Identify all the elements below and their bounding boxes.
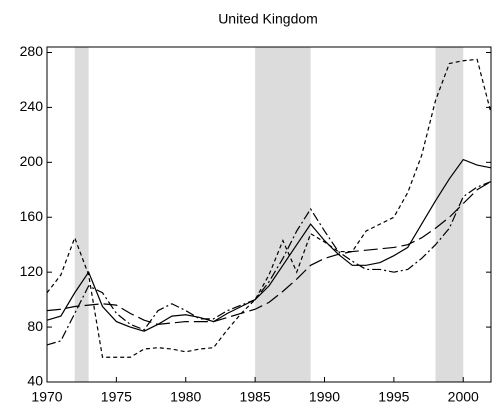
x-tick-label: 1990: [309, 389, 340, 405]
x-tick-label: 2000: [448, 389, 479, 405]
x-tick-label: 1975: [101, 389, 132, 405]
line: [46, 58, 492, 358]
y-tick-label: 280: [20, 43, 44, 59]
plot-frame: [46, 46, 492, 383]
y-tick-label: 160: [20, 208, 44, 224]
line: [46, 181, 492, 325]
y-tick-label: 240: [20, 98, 44, 114]
chart-title: United Kingdom: [218, 11, 318, 27]
x-tick-label: 1995: [378, 389, 409, 405]
line: [46, 180, 492, 346]
line: [46, 158, 492, 332]
shaded-period: [255, 47, 311, 382]
y-tick-label: 200: [20, 153, 44, 169]
x-tick-label: 1970: [31, 389, 62, 405]
shaded-period: [435, 47, 464, 382]
shaded-period: [74, 47, 89, 382]
y-tick-label: 40: [27, 373, 43, 389]
x-tick-label: 1985: [240, 389, 271, 405]
y-tick-label: 80: [27, 318, 43, 334]
y-tick-label: 120: [20, 263, 44, 279]
x-tick-label: 1980: [170, 389, 201, 405]
